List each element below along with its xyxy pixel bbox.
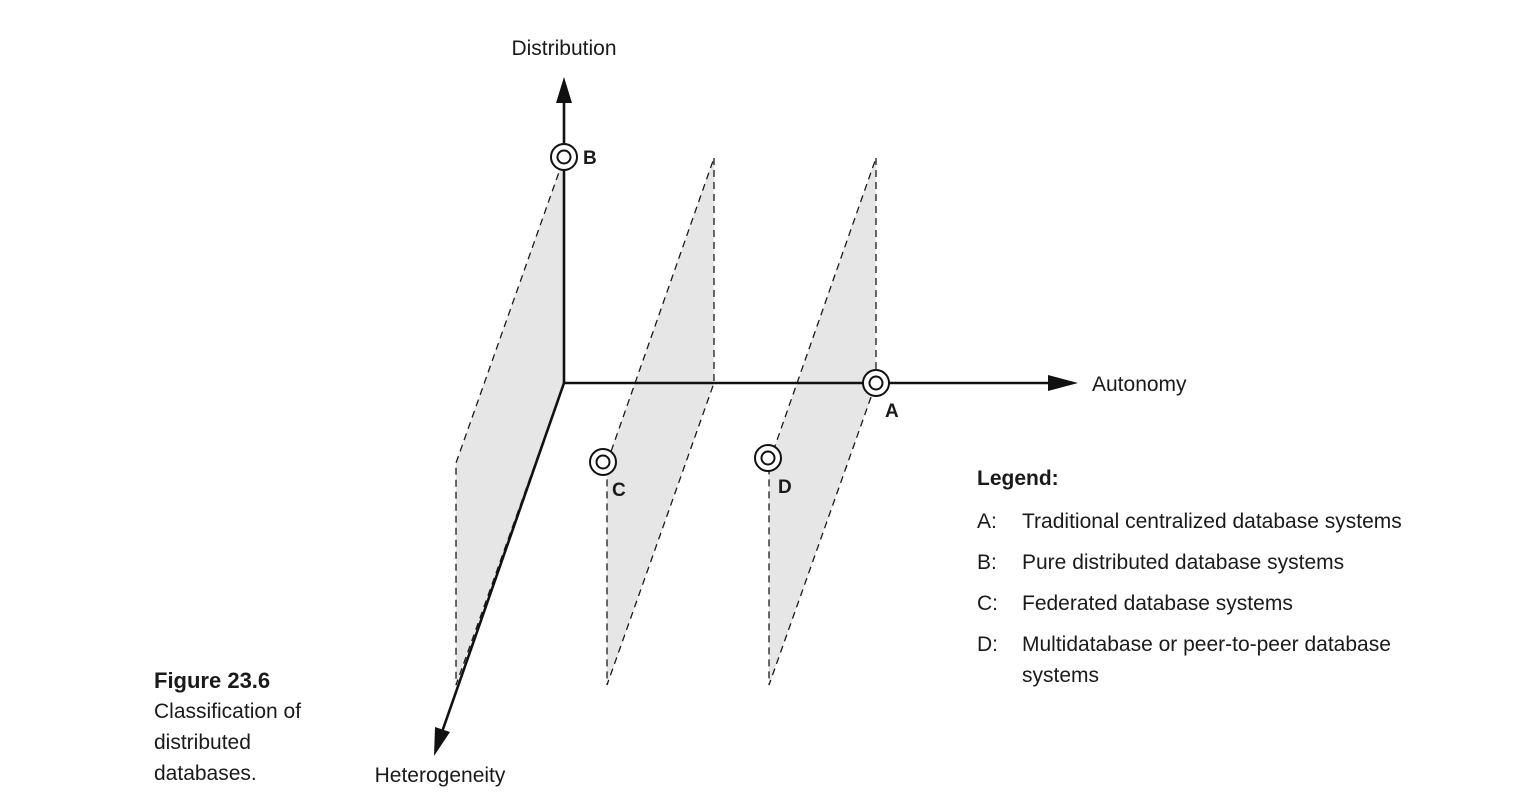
plane-right [768, 157, 877, 686]
point-c-marker [589, 448, 617, 476]
legend-text: Pure distributed database systems [1022, 551, 1345, 574]
legend-title: Legend: [977, 467, 1059, 490]
legend-text: Multidatabase or peer-to-peer database s… [1022, 633, 1391, 687]
autonomy-axis-label: Autonomy [1092, 373, 1187, 396]
autonomy-axis-arrowhead [1048, 375, 1078, 391]
point-b-label: B [583, 148, 597, 169]
point-a-label: A [885, 401, 899, 422]
distribution-axis-arrowhead [556, 77, 572, 103]
legend-entry-d: D: Multidatabase or peer-to-peer databas… [977, 629, 1437, 691]
point-d-label: D [778, 477, 792, 498]
heterogeneity-axis-arrowhead [434, 727, 450, 756]
legend-text: Federated database systems [1022, 592, 1293, 615]
legend: Legend: A: Traditional centralized datab… [977, 464, 1437, 701]
plane-middle [606, 157, 715, 686]
point-d-marker [754, 444, 782, 472]
heterogeneity-axis [440, 382, 566, 733]
figure-number: Figure 23.6 [154, 668, 271, 693]
legend-text: Traditional centralized database systems [1022, 510, 1402, 533]
figure-caption-text: Classification of distributed databases. [154, 700, 302, 785]
legend-key: B: [977, 551, 997, 574]
figure-caption: Figure 23.6 Classification of distribute… [154, 666, 324, 789]
legend-entry-b: B: Pure distributed database systems [977, 547, 1437, 578]
legend-entry-a: A: Traditional centralized database syst… [977, 506, 1437, 537]
legend-key: D: [977, 633, 998, 656]
heterogeneity-axis-label: Heterogeneity [375, 764, 506, 787]
legend-entry-c: C: Federated database systems [977, 588, 1437, 619]
distribution-axis-label: Distribution [511, 37, 616, 60]
point-c-label: C [612, 480, 626, 501]
legend-key: A: [977, 510, 997, 533]
point-a-marker [862, 369, 890, 397]
legend-key: C: [977, 592, 998, 615]
plane-origin [455, 157, 565, 686]
point-b-marker [550, 143, 578, 171]
